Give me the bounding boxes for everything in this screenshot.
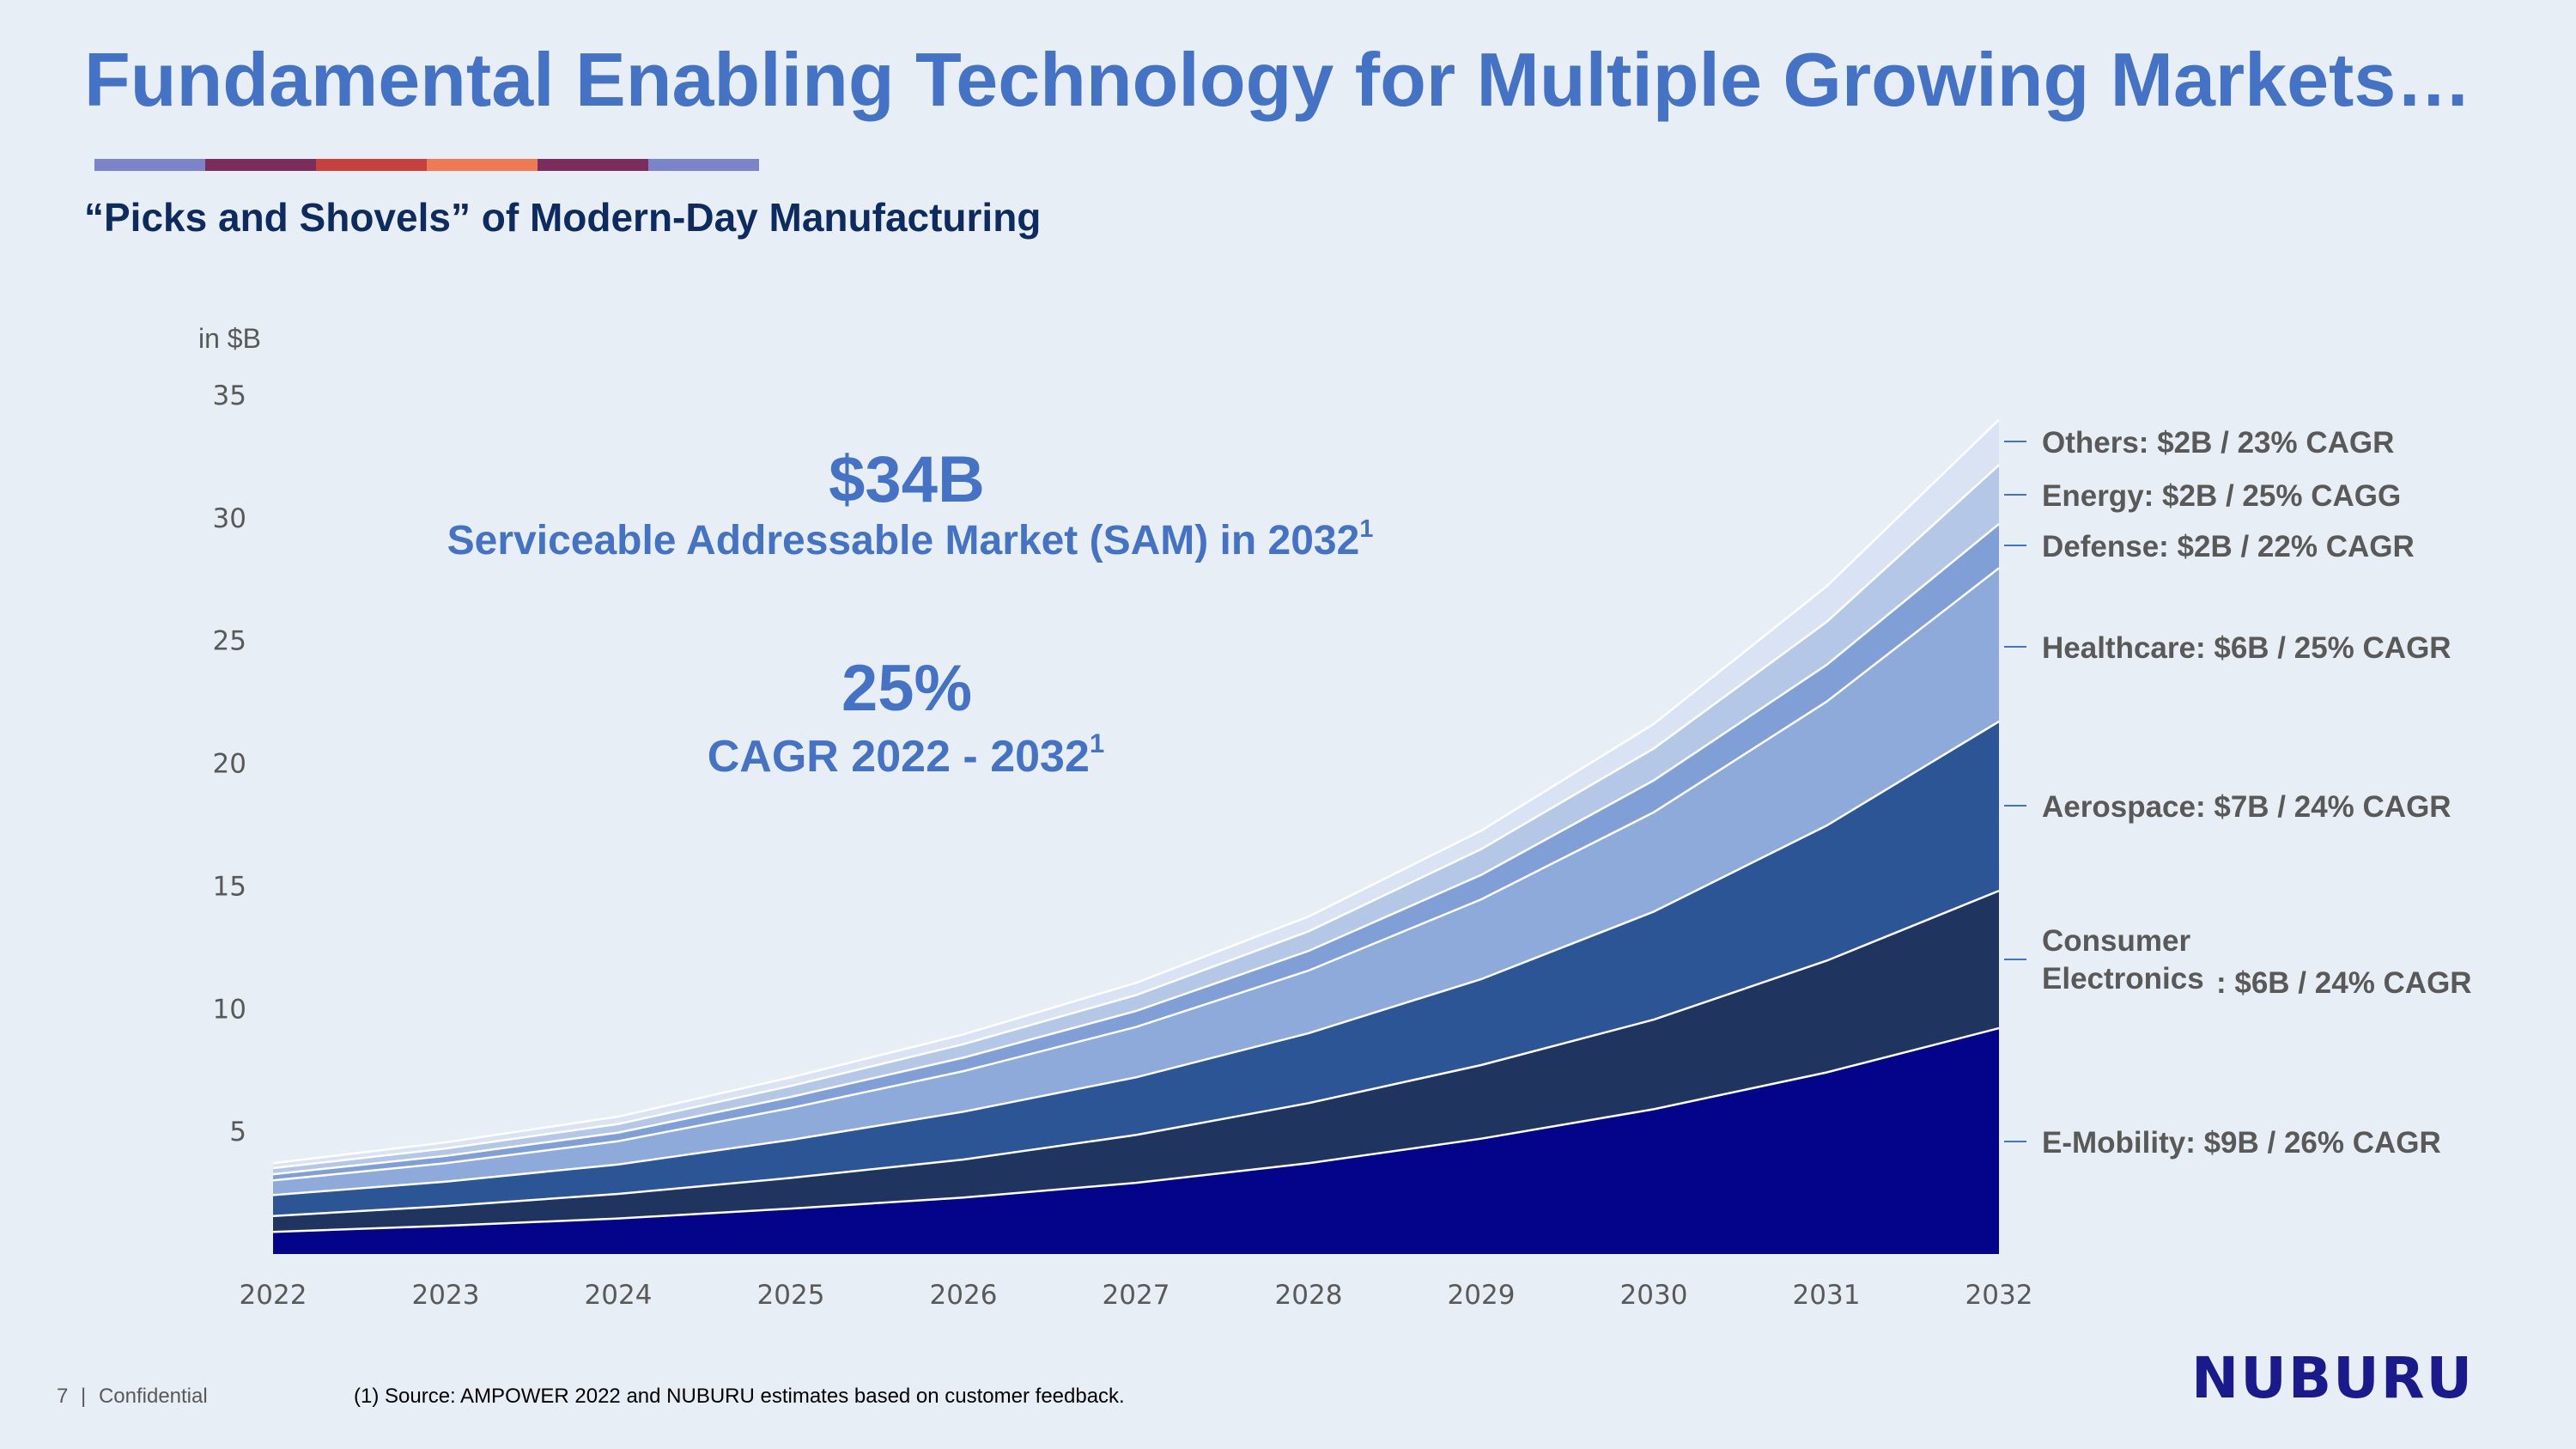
series-label: Energy: $2B / 25% CAGG	[2042, 479, 2401, 513]
area-healthcare	[273, 568, 1999, 1196]
sam-value: $34B	[829, 443, 985, 516]
accent-segment	[538, 159, 648, 171]
x-tick-label: 2027	[1103, 1280, 1170, 1311]
series-label: Aerospace: $7B / 24% CAGR	[2042, 790, 2451, 824]
x-tick-label: 2023	[412, 1280, 480, 1311]
y-axis-unit-label: in $B	[198, 323, 261, 354]
series-boundary-line	[272, 418, 2000, 1165]
y-tick-label: 30	[213, 503, 246, 534]
series-label: Consumer	[2042, 924, 2190, 958]
page-number: 7	[57, 1385, 69, 1408]
area-consumer-electronics	[273, 891, 1999, 1233]
y-tick-label: 5	[229, 1117, 246, 1148]
confidential-label: Confidential	[98, 1385, 208, 1408]
y-tick-label: 15	[213, 871, 246, 902]
sam-caption-text: Serviceable Addressable Market (SAM) in …	[447, 518, 1360, 564]
x-tick-label: 2026	[930, 1280, 998, 1311]
footnote-mark: 1	[1359, 515, 1374, 543]
series-boundary-line	[272, 720, 2000, 1196]
y-tick-label: 35	[213, 381, 246, 411]
x-tick-label: 2028	[1275, 1280, 1343, 1311]
series-boundary-line	[272, 523, 2000, 1176]
x-tick-label: 2024	[585, 1280, 653, 1311]
y-tick-label: 25	[213, 626, 246, 657]
area-e-mobility	[273, 1028, 1999, 1254]
series-label: Defense: $2B / 22% CAGR	[2042, 530, 2415, 563]
series-label: Healthcare: $6B / 25% CAGR	[2042, 631, 2451, 665]
series-label: E-Mobility: $9B / 26% CAGR	[2042, 1126, 2441, 1160]
area-aerospace	[273, 721, 1999, 1216]
accent-segment	[94, 159, 205, 171]
series-boundary-line	[272, 464, 2000, 1170]
slide-title: Fundamental Enabling Technology for Mult…	[84, 37, 2472, 122]
x-tick-label: 2029	[1448, 1280, 1516, 1311]
cagr-caption: CAGR 2022 - 20321	[515, 728, 1297, 782]
x-tick-label: 2025	[757, 1280, 825, 1311]
accent-segment	[316, 159, 427, 171]
x-tick-label: 2032	[1965, 1280, 2033, 1311]
x-tick-label: 2030	[1620, 1280, 1688, 1311]
nuburu-logo: NUBURU	[2191, 1345, 2475, 1411]
x-tick-label: 2031	[1793, 1280, 1861, 1311]
series-boundary-line	[272, 567, 2000, 1182]
y-tick-label: 20	[213, 749, 246, 780]
series-boundary-line	[272, 889, 2000, 1217]
cagr-caption-text: CAGR 2022 - 2032	[707, 731, 1090, 782]
series-label: Others: $2B / 23% CAGR	[2042, 426, 2394, 460]
slide-subtitle: “Picks and Shovels” of Modern-Day Manufa…	[84, 195, 1042, 240]
x-tick-label: 2022	[240, 1280, 307, 1311]
source-footnote: (1) Source: AMPOWER 2022 and NUBURU esti…	[354, 1385, 1125, 1408]
accent-segment	[205, 159, 316, 171]
y-tick-label: 10	[213, 994, 246, 1025]
sam-caption: Serviceable Addressable Market (SAM) in …	[361, 515, 1460, 564]
footer-page-info: 7 | Confidential	[57, 1385, 208, 1409]
accent-color-bar	[94, 159, 759, 171]
series-label: : $6B / 24% CAGR	[2216, 966, 2472, 1000]
accent-segment	[427, 159, 538, 171]
accent-segment	[648, 159, 759, 171]
cagr-value: 25%	[841, 652, 973, 725]
series-label: Electronics	[2042, 962, 2204, 995]
footer-separator: |	[81, 1385, 87, 1408]
footnote-mark: 1	[1089, 728, 1105, 758]
series-boundary-line	[272, 1026, 2000, 1233]
